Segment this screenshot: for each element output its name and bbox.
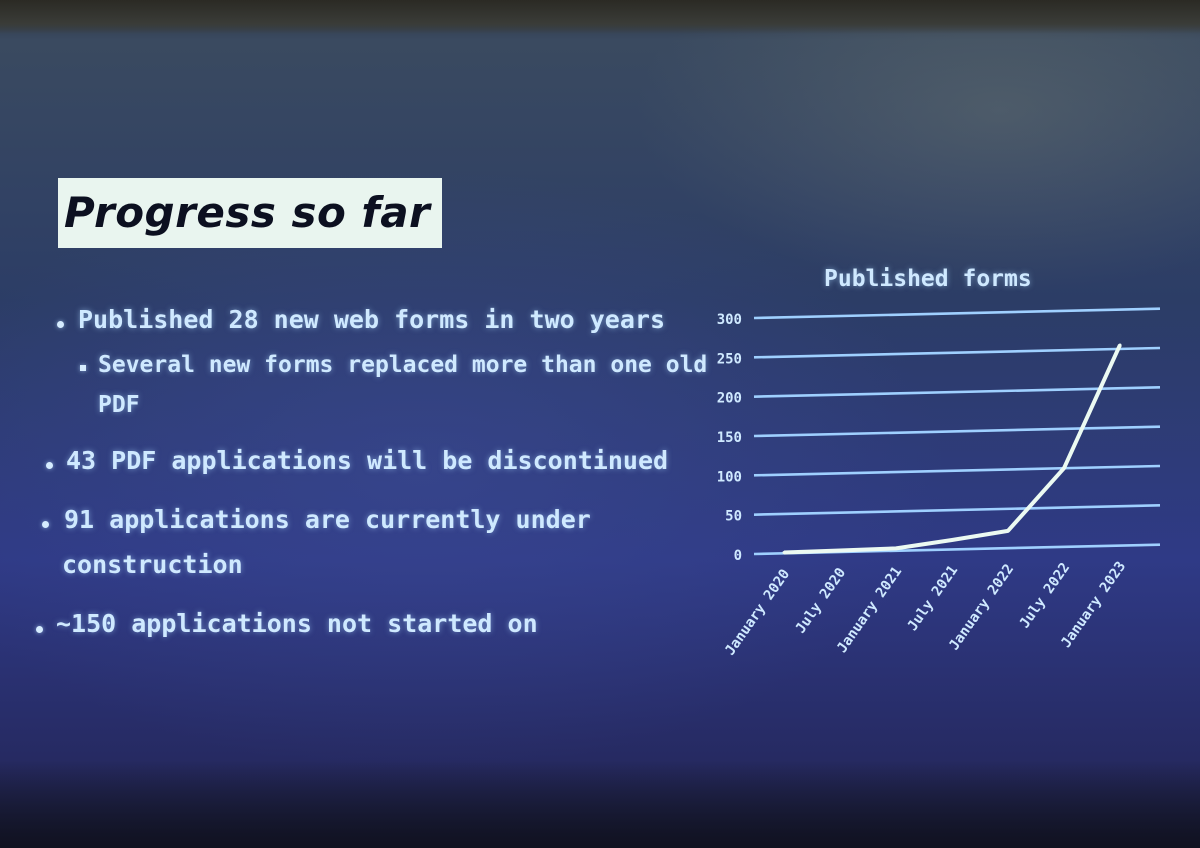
bullet-published: Published 28 new web forms in two years: [78, 305, 665, 334]
series-line: [783, 344, 1122, 555]
y-tick-label: 100: [717, 469, 742, 485]
series-point: [1062, 466, 1066, 470]
gridline-100: [753, 464, 1161, 477]
gridline-200: [753, 386, 1161, 398]
series-point: [838, 548, 842, 552]
chart-title: Published forms: [824, 266, 1032, 292]
chart-gridlines: [753, 307, 1161, 556]
y-tick-label: 0: [734, 548, 742, 564]
gridline-250: [753, 346, 1161, 359]
gridline-50: [753, 504, 1161, 516]
series-point: [1006, 529, 1010, 533]
bullet-discontinued: 43 PDF applications will be discontinued: [66, 446, 669, 475]
gridline-150: [753, 425, 1161, 438]
y-tick-label: 250: [717, 351, 742, 367]
bullet-not-started: ~150 applications not started on: [56, 609, 538, 638]
gridline-300: [753, 307, 1161, 320]
bullet-dot: [46, 462, 53, 469]
slide-title: Progress so far: [64, 188, 431, 237]
bullet-dot: [42, 521, 49, 528]
slide-title-box: Progress so far: [58, 178, 442, 248]
series-point: [894, 546, 898, 550]
series-point: [950, 538, 954, 542]
x-tick-label: January 2020: [722, 566, 793, 658]
y-tick-label: 50: [725, 509, 742, 525]
y-tick-label: 200: [717, 391, 742, 407]
x-tick-label: July 2022: [1017, 560, 1074, 631]
chart-y-ticks: 0 50 100 150 200 250 300: [717, 312, 742, 564]
sub-bullet-replaced: Several new forms replaced more than one…: [98, 352, 708, 378]
published-forms-chart: 0 50 100 150 200 250 300 January 2020 July 2020…: [717, 307, 1161, 659]
sub-bullet-replaced-cont: PDF: [98, 392, 140, 418]
bullet-dot: [36, 626, 43, 633]
ceiling-band: [0, 0, 1200, 34]
x-tick-label: July 2021: [905, 563, 962, 634]
chart-series: [782, 343, 1122, 555]
y-tick-label: 150: [717, 430, 742, 446]
sub-bullet-square: [80, 365, 86, 371]
bottom-vignette: [0, 760, 1200, 848]
bullet-under-construction: 91 applications are currently under: [64, 505, 591, 534]
bullet-under-construction-cont: construction: [62, 550, 243, 579]
x-tick-label: July 2020: [793, 565, 850, 636]
y-tick-label: 300: [717, 312, 742, 328]
series-point: [1118, 343, 1122, 347]
bullet-dot: [57, 321, 64, 328]
series-point: [782, 551, 786, 555]
